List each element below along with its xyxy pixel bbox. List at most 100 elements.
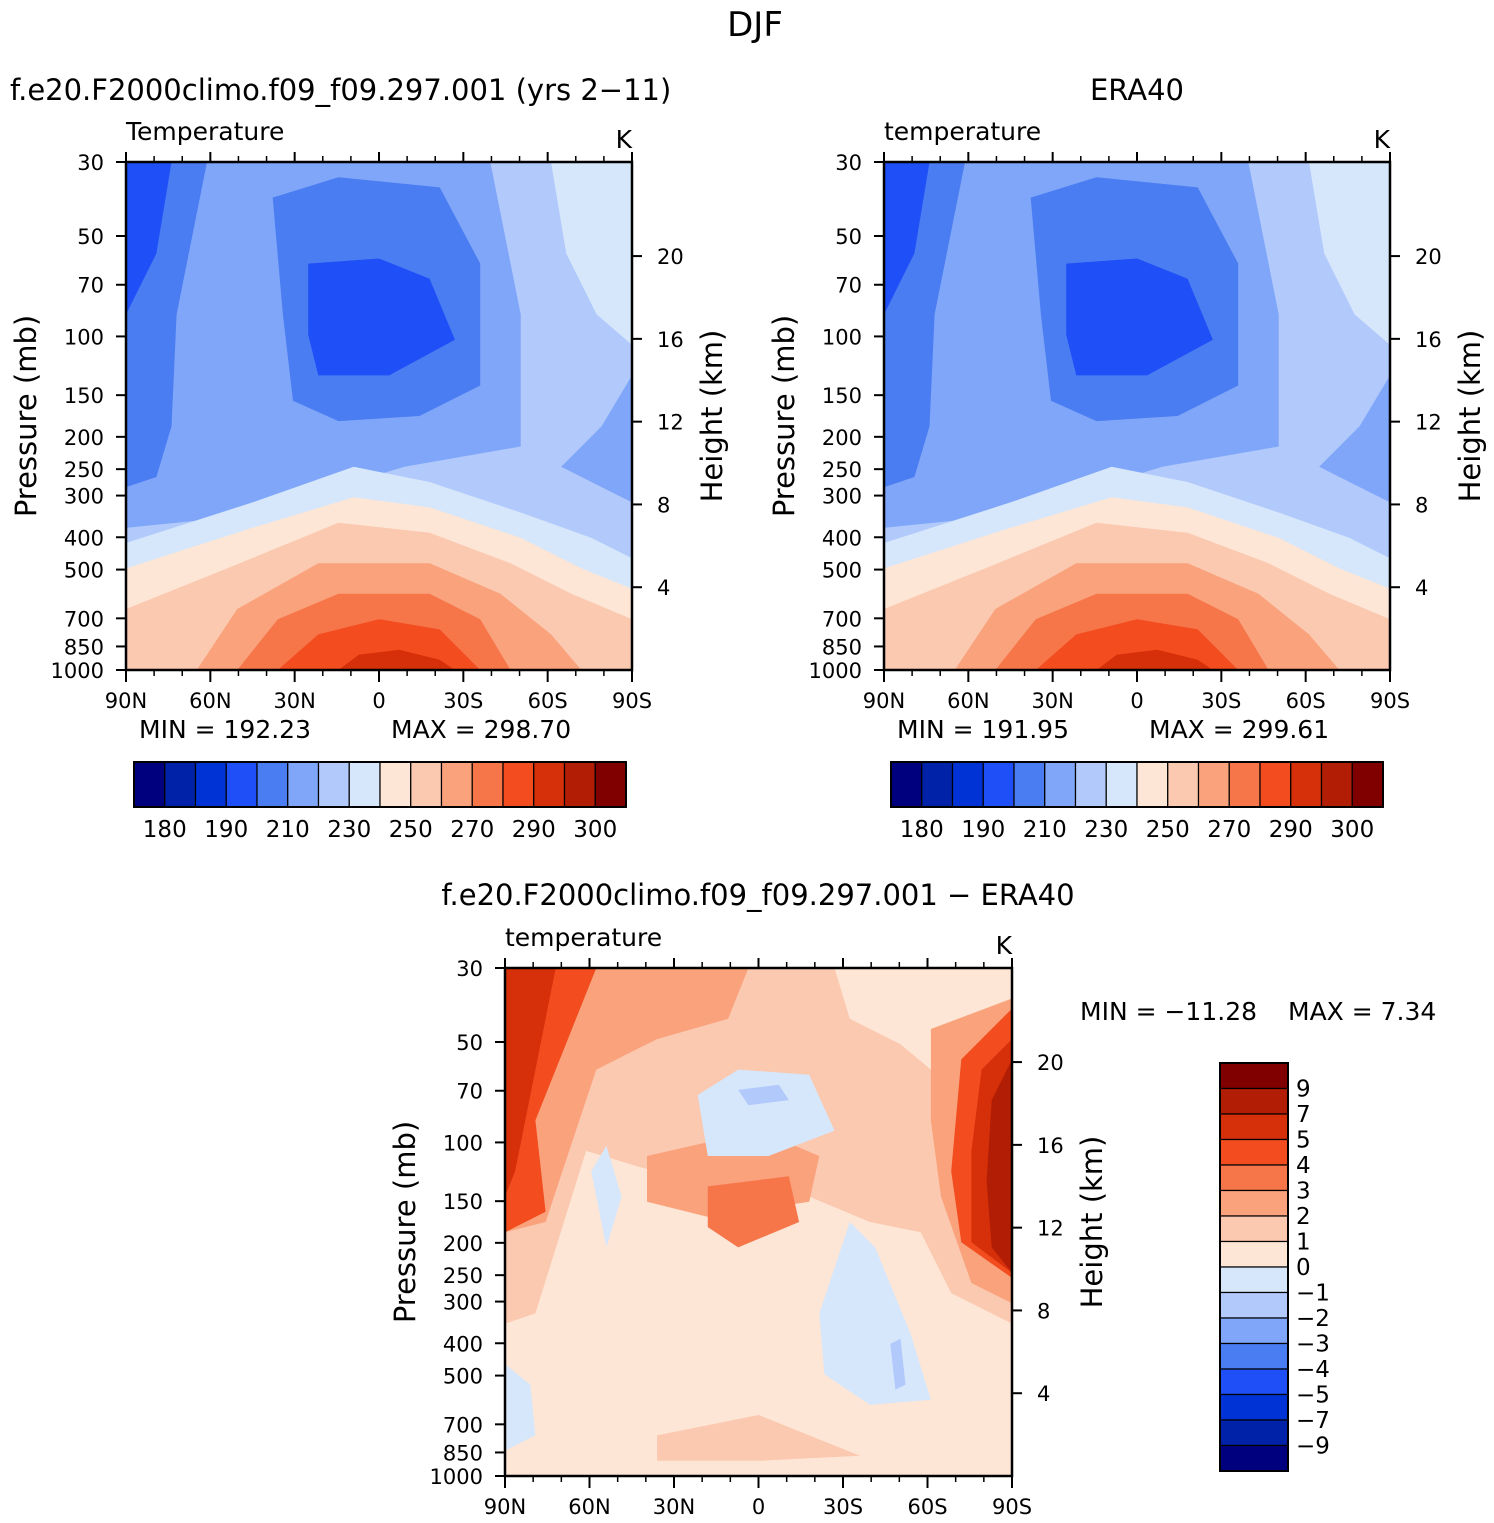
y-tick-label: 150 <box>64 384 104 408</box>
colorbar-swatch <box>256 761 289 808</box>
contour-region <box>1096 649 1213 670</box>
colorbar-swatch <box>1219 1342 1289 1370</box>
contour-region <box>1309 162 1390 345</box>
colorbar-frame <box>890 761 1384 808</box>
y-tick-label: 50 <box>456 1031 483 1055</box>
y-tick-label: 700 <box>64 607 104 631</box>
colorbar-swatch <box>194 761 227 808</box>
colorbar-label: 7 <box>1296 1102 1311 1128</box>
contour-field <box>505 968 1012 1476</box>
colorbar-label: 210 <box>266 817 310 843</box>
colorbar-swatch <box>502 761 535 808</box>
colorbar-swatch <box>410 761 443 808</box>
colorbar-swatch <box>1219 1291 1289 1319</box>
colorbar-label: 180 <box>900 817 944 843</box>
variable-title: Temperature <box>125 117 284 146</box>
x-tick-label: 90S <box>612 689 652 713</box>
contour-region <box>561 375 632 503</box>
right-tick-label: 8 <box>1037 1299 1050 1323</box>
right-axis-label: Height (km) <box>1075 1136 1109 1309</box>
x-tick-label: 30N <box>273 689 315 713</box>
y-tick-label: 30 <box>77 151 104 175</box>
colorbar-swatch <box>164 761 197 808</box>
y-tick-label: 200 <box>443 1232 483 1256</box>
colorbar-swatch <box>982 761 1015 808</box>
right-tick-label: 4 <box>657 576 670 600</box>
x-tick-label: 30N <box>1031 689 1073 713</box>
panel-model: f.e20.F2000climo.f09_f09.297.001 (yrs 2−… <box>9 73 729 843</box>
contour-region <box>591 1145 622 1248</box>
right-tick-label: 20 <box>657 245 684 269</box>
x-tick-label: 30N <box>653 1495 695 1519</box>
colorbar-swatch <box>533 761 566 808</box>
y-tick-label: 400 <box>64 526 104 550</box>
contour-region <box>505 968 556 1197</box>
x-tick-label: 60N <box>568 1495 610 1519</box>
contour-region <box>707 1176 800 1248</box>
x-tick-label: 90N <box>484 1495 526 1519</box>
colorbar-label: −9 <box>1296 1434 1330 1460</box>
colorbar-swatch <box>1320 761 1353 808</box>
colorbar-swatch <box>1219 1444 1289 1472</box>
y-tick-label: 30 <box>456 957 483 981</box>
variable-title: temperature <box>505 923 662 952</box>
right-tick-label: 20 <box>1415 245 1442 269</box>
units-label: K <box>996 931 1013 960</box>
colorbar-swatch <box>1351 761 1384 808</box>
right-tick-label: 4 <box>1037 1382 1050 1406</box>
colorbar-swatch <box>1105 761 1138 808</box>
colorbar-label: 250 <box>389 817 433 843</box>
panel-difference: f.e20.F2000climo.f09_f09.297.001 − ERA40… <box>388 878 1436 1519</box>
colorbar-swatch <box>1219 1138 1289 1166</box>
colorbar-label: 270 <box>1207 817 1251 843</box>
colorbar-label: −3 <box>1296 1332 1330 1358</box>
y-tick-label: 250 <box>822 458 862 482</box>
colorbar-swatch <box>1219 1393 1289 1421</box>
y-tick-label: 700 <box>443 1413 483 1437</box>
colorbar-label: 230 <box>1084 817 1128 843</box>
right-tick-label: 20 <box>1037 1051 1064 1075</box>
y-tick-label: 70 <box>77 274 104 298</box>
colorbar: 180 190 210 230 250 270 290 300 <box>890 761 1384 843</box>
panel-title: f.e20.F2000climo.f09_f09.297.001 − ERA40 <box>441 878 1074 912</box>
contour-region <box>126 162 172 315</box>
y-tick-label: 200 <box>64 426 104 450</box>
colorbar-swatch <box>348 761 381 808</box>
y-tick-label: 70 <box>835 274 862 298</box>
y-tick-label: 850 <box>443 1441 483 1465</box>
colorbar-label: 190 <box>204 817 248 843</box>
max-label: MAX = 299.61 <box>1149 715 1329 744</box>
x-tick-label: 90N <box>105 689 147 713</box>
colorbar-swatch <box>1219 1164 1289 1192</box>
contour-region <box>884 162 930 315</box>
colorbar-frame <box>133 761 627 808</box>
colorbar-swatch <box>1136 761 1169 808</box>
colorbar-label: 190 <box>961 817 1005 843</box>
y-tick-label: 150 <box>822 384 862 408</box>
colorbar-label: 210 <box>1023 817 1067 843</box>
y-tick-label: 300 <box>822 485 862 509</box>
x-tick-label: 0 <box>1130 689 1143 713</box>
colorbar-label: 300 <box>573 817 617 843</box>
contour-region <box>890 1338 906 1390</box>
min-label: MIN = 191.95 <box>897 715 1069 744</box>
y-tick-label: 70 <box>456 1080 483 1104</box>
colorbar-swatch <box>1219 1240 1289 1268</box>
colorbar-label: −2 <box>1296 1306 1330 1332</box>
y-tick-label: 1000 <box>430 1465 483 1489</box>
contour-field <box>126 162 632 670</box>
panel-title: ERA40 <box>1090 73 1184 107</box>
x-tick-label: 90S <box>1370 689 1410 713</box>
colorbar-swatch <box>1219 1189 1289 1217</box>
colorbar-label: 300 <box>1330 817 1374 843</box>
units-label: K <box>616 125 633 154</box>
contour-region <box>1066 258 1213 376</box>
colorbar-label: 3 <box>1296 1179 1311 1205</box>
colorbar-label: 1 <box>1296 1230 1311 1256</box>
x-tick-label: 30S <box>823 1495 863 1519</box>
colorbar-swatch <box>471 761 504 808</box>
colorbar-label: 250 <box>1146 817 1190 843</box>
min-label: MIN = −11.28 <box>1080 997 1257 1026</box>
right-tick-label: 4 <box>1415 576 1428 600</box>
